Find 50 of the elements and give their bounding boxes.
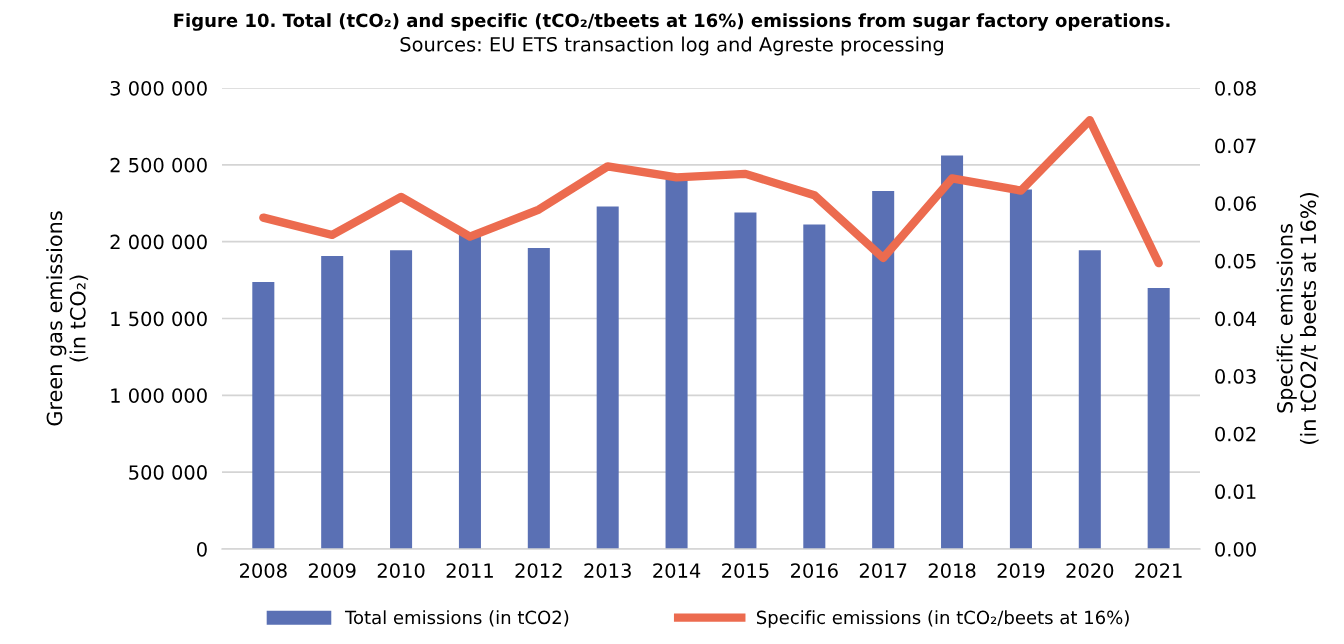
y-tick-label: 500 000 <box>129 465 207 480</box>
x-tick-label: 2019 <box>997 563 1045 578</box>
bar <box>941 155 964 549</box>
source-note: Sources: EU ETS transaction log and Agreste processing <box>400 36 943 56</box>
bar <box>734 212 757 549</box>
x-tick-label: 2021 <box>1135 563 1182 578</box>
y2-tick-label: 0.06 <box>1215 196 1256 211</box>
y-axis-title: Green gas emissions (in tCO₂) <box>46 211 89 426</box>
x-tick-label: 2008 <box>240 563 287 578</box>
bar <box>252 282 275 549</box>
bar <box>1078 250 1101 549</box>
y2-tick-label: 0.07 <box>1215 138 1256 154</box>
x-tick-label: 2012 <box>515 563 562 578</box>
y2-tick-label: 0.01 <box>1215 484 1256 500</box>
x-tick-label: 2009 <box>308 563 356 578</box>
bar <box>458 233 481 549</box>
x-tick-label: 2013 <box>584 563 631 578</box>
x-tick-label: 2016 <box>790 563 838 578</box>
y2-tick-label: 0.00 <box>1215 541 1256 557</box>
legend-label: Total emissions (in tCO2) <box>344 610 569 627</box>
x-tick-label: 2015 <box>722 563 769 578</box>
y2-tick-label: 0.04 <box>1215 311 1257 327</box>
y-tick-label: 2 500 000 <box>110 157 207 173</box>
y2-tick-label: 0.02 <box>1215 426 1256 442</box>
y2-tick-label: 0.08 <box>1215 80 1256 96</box>
bar <box>872 191 895 549</box>
y-tick-label: 1 500 000 <box>111 311 207 327</box>
x-tick-label: 2010 <box>377 563 425 578</box>
chart-title: Figure 10. Total (tCO₂) and specific (tCO₂/tbeets at 16%) emissions from sugar factory operations. <box>174 13 1170 31</box>
x-tick-label: 2020 <box>1066 563 1114 578</box>
bar <box>665 179 688 549</box>
bar <box>321 255 344 549</box>
bar <box>527 248 550 549</box>
y2-tick-label: 0.03 <box>1215 369 1256 384</box>
bar <box>390 250 413 549</box>
bar <box>1009 189 1032 549</box>
x-tick-label: 2011 <box>446 563 493 578</box>
bar <box>803 224 826 549</box>
x-tick-label: 2014 <box>653 563 701 578</box>
x-tick-label: 2018 <box>928 563 976 578</box>
x-tick-label: 2017 <box>859 563 907 578</box>
y-tick-label: 3 000 000 <box>110 80 207 96</box>
y2-tick-label: 0.05 <box>1215 253 1256 269</box>
y2-axis-title: Specific emissions (in tCO2/t beets at 16%) <box>1276 193 1319 444</box>
bar <box>596 206 619 549</box>
y-tick-label: 1 000 000 <box>111 388 207 403</box>
y-tick-label: 2 000 000 <box>110 234 207 250</box>
y-tick-label: 0 <box>197 541 207 557</box>
legend-label: Specific emissions (in tCO₂/beets at 16%) <box>756 610 1129 628</box>
bar <box>1147 288 1170 549</box>
